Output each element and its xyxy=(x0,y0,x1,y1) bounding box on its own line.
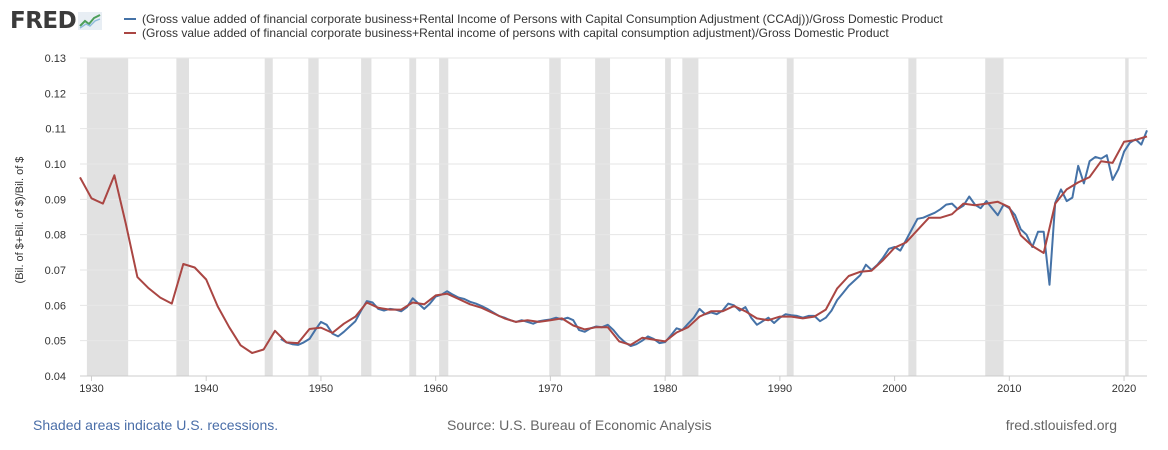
x-tick-label-5: 1980 xyxy=(653,383,677,395)
y-tick-label-3: 0.07 xyxy=(45,265,66,277)
recession-band-1 xyxy=(176,58,189,376)
legend-item-blue[interactable]: (Gross value added of financial corporat… xyxy=(124,12,943,26)
x-axis-ticks: 1930 1940 1950 1960 1970 1980 1990 2000 2010 2020 xyxy=(79,375,1147,395)
chart-header: FRED (Gross value added of financial cor… xyxy=(0,0,1168,48)
recession-band-7 xyxy=(549,58,561,376)
y-tick-label-1: 0.05 xyxy=(45,336,66,348)
y-axis-label: (Bil. of $+Bil. of $)/Bil. of $ xyxy=(14,157,26,284)
x-tick-label-3: 1960 xyxy=(423,383,447,395)
legend-item-red[interactable]: (Gross value added of financial corporat… xyxy=(124,26,943,40)
recession-band-11 xyxy=(786,58,794,376)
legend-swatch-red xyxy=(124,32,136,34)
recession-band-14 xyxy=(1125,58,1129,376)
chart-legend: (Gross value added of financial corporat… xyxy=(124,12,943,40)
legend-label-blue: (Gross value added of financial corporat… xyxy=(142,12,943,26)
recession-band-10 xyxy=(682,58,699,376)
y-tick-label-8: 0.12 xyxy=(45,88,66,100)
x-tick-label-7: 2000 xyxy=(882,383,906,395)
x-tick-label-6: 1990 xyxy=(768,383,792,395)
line-chart[interactable]: 0.04 0.05 0.06 0.07 0.08 0.09 0.10 0.11 0.12 0.13… xyxy=(0,0,1168,410)
y-tick-label-5: 0.09 xyxy=(45,194,66,206)
recession-band-6 xyxy=(439,58,449,376)
recession-band-4 xyxy=(361,58,372,376)
y-tick-label-6: 0.10 xyxy=(45,159,66,171)
recession-band-2 xyxy=(264,58,273,376)
y-tick-label-9: 0.13 xyxy=(45,53,66,65)
y-tick-label-2: 0.06 xyxy=(45,300,66,312)
recession-band-3 xyxy=(308,58,319,376)
series-line-1[interactable] xyxy=(79,135,1148,354)
x-tick-label-4: 1970 xyxy=(538,383,562,395)
recession-shading xyxy=(86,58,1129,376)
recession-band-12 xyxy=(908,58,917,376)
recession-band-5 xyxy=(409,58,417,376)
x-tick-label-2: 1950 xyxy=(309,383,333,395)
x-tick-label-8: 2010 xyxy=(997,383,1021,395)
fred-logo-chart-icon xyxy=(78,12,103,30)
y-tick-label-7: 0.11 xyxy=(45,124,66,136)
y-tick-label-0: 0.04 xyxy=(45,371,66,383)
y-axis-ticks: 0.04 0.05 0.06 0.07 0.08 0.09 0.10 0.11 0.12 0.13 xyxy=(45,53,66,383)
y-tick-label-4: 0.08 xyxy=(45,230,66,242)
fred-logo[interactable]: FRED xyxy=(10,8,103,34)
x-tick-label-0: 1930 xyxy=(79,383,103,395)
recession-band-8 xyxy=(595,58,611,376)
x-tick-label-1: 1940 xyxy=(194,383,218,395)
fred-logo-text: FRED xyxy=(10,8,77,34)
recession-band-13 xyxy=(985,58,1004,376)
legend-swatch-blue xyxy=(124,18,136,20)
x-tick-label-9: 2020 xyxy=(1112,383,1136,395)
fred-site-link[interactable]: fred.stlouisfed.org xyxy=(1005,417,1117,433)
recession-band-0 xyxy=(86,58,129,376)
recession-band-9 xyxy=(665,58,671,376)
recessions-note-link[interactable]: Shaded areas indicate U.S. recessions. xyxy=(33,417,279,433)
source-note: Source: U.S. Bureau of Economic Analysis xyxy=(447,417,712,433)
legend-label-red: (Gross value added of financial corporat… xyxy=(142,26,889,40)
series-lines xyxy=(79,130,1148,354)
series-line-0[interactable] xyxy=(280,130,1148,347)
